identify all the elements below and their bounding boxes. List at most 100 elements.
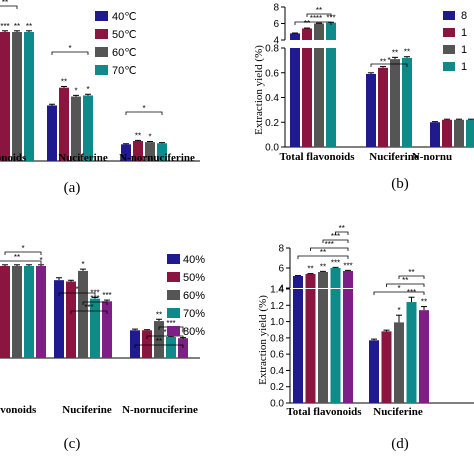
bar: [302, 28, 312, 40]
legend-label: 1: [461, 61, 467, 73]
bar: [305, 274, 316, 288]
significance-label: *: [39, 256, 42, 265]
panel-label: (d): [391, 436, 409, 452]
significance-bracket: [70, 310, 108, 314]
bracket-label: **: [316, 6, 322, 15]
legend-label: 80%: [183, 326, 205, 338]
bar: [290, 33, 300, 40]
category-label: Total flavonoids: [286, 406, 362, 418]
bar: [318, 272, 328, 288]
significance-label: **: [316, 14, 322, 23]
legend-swatch: [95, 47, 108, 57]
legend-label: 1: [461, 44, 467, 56]
significance-label: **: [404, 48, 410, 57]
bracket-label: *: [75, 285, 78, 294]
bar: [47, 105, 57, 161]
bracket-label: *: [142, 104, 145, 113]
significance-label: ***: [326, 13, 335, 22]
bar: [305, 289, 316, 403]
y-tick-label: 1.2: [270, 301, 284, 312]
bracket-label: ***: [325, 240, 334, 249]
bracket-label: **: [156, 337, 162, 346]
y-tick-label: 0.2: [270, 382, 284, 393]
bar: [314, 48, 324, 147]
significance-bracket: [310, 247, 349, 251]
bar: [133, 141, 143, 161]
bar: [330, 268, 341, 288]
significance-label: *: [397, 306, 400, 315]
legend-swatch: [167, 308, 180, 318]
significance-label: ***: [343, 261, 352, 270]
significance-bracket: [146, 335, 184, 339]
bar: [290, 48, 300, 147]
bar: [326, 48, 336, 147]
category-label: Nuciferine: [58, 152, 108, 164]
y-tick-label: 8: [273, 3, 279, 14]
bar: [343, 289, 353, 403]
bar: [0, 266, 10, 358]
bracket-label: **: [14, 253, 20, 262]
y-tick-label: 0.0: [265, 143, 279, 154]
bar: [302, 48, 312, 147]
y-axis-title: Extraction yield (%): [253, 45, 265, 135]
legend-label: 50℃: [112, 29, 137, 41]
y-tick-label: 6: [273, 19, 279, 30]
significance-bracket: [0, 260, 42, 264]
legend-label: 70%: [183, 308, 205, 320]
panel-d: 0.0 0.2 0.4 0.6 0.8 1.0 1.2 1.44 6 8 Extraction yi…: [257, 224, 474, 452]
legend-swatch: [167, 254, 180, 264]
significance-bracket: [373, 291, 425, 295]
legend-label: 40℃: [112, 11, 137, 23]
significance-label: *: [181, 329, 184, 338]
bar: [366, 73, 376, 147]
significance-label: **: [61, 77, 67, 86]
bracket-label: **: [2, 0, 8, 7]
significance-label: ***: [102, 291, 111, 300]
significance-label: **: [320, 262, 326, 271]
bar: [66, 281, 76, 358]
bar: [466, 119, 474, 147]
bar: [36, 266, 46, 358]
category-label: Nuciferine: [369, 151, 419, 163]
y-tick-label: 0.6: [265, 68, 279, 79]
significance-label: *: [86, 85, 89, 94]
bar: [24, 266, 34, 358]
significance-label: ***: [0, 22, 9, 31]
y-tick-label: 0.8: [270, 333, 284, 344]
legend-label: 50%: [183, 272, 205, 284]
bracket-label: **: [408, 268, 414, 277]
legend-swatch: [443, 28, 455, 37]
bracket-label: ***: [166, 319, 175, 328]
panel-c: ****************************lavonoidsNuc…: [0, 244, 205, 452]
bar: [142, 330, 152, 358]
bar: [390, 59, 400, 148]
y-tick-label: 8: [278, 244, 284, 255]
panel-label: (c): [64, 436, 81, 452]
bar: [293, 276, 303, 288]
bracket-label: *: [68, 44, 71, 53]
bar: [381, 331, 392, 403]
legend-label: 8: [461, 10, 467, 22]
significance-bracket: [125, 111, 163, 115]
bar: [78, 270, 88, 358]
significance-bracket: [370, 63, 408, 67]
significance-label: **: [14, 22, 20, 31]
bracket-label: **: [310, 14, 316, 23]
bar: [83, 95, 93, 161]
legend-swatch: [167, 272, 180, 282]
category-label: lavonoids: [0, 152, 27, 164]
category-label: Total flavonoids: [279, 151, 355, 163]
bracket-label: *: [397, 284, 400, 293]
legend-swatch: [443, 62, 455, 71]
bar: [145, 142, 155, 161]
significance-label: **: [307, 265, 313, 274]
y-tick-label: 4: [278, 284, 284, 295]
significance-bracket: [4, 251, 42, 255]
bar: [12, 266, 22, 358]
significance-bracket: [322, 239, 349, 243]
significance-label: **: [26, 22, 32, 31]
bar: [314, 23, 324, 40]
bracket-label: **: [339, 224, 345, 233]
category-label: Nuciferine: [373, 406, 423, 418]
category-label: N-nornuciferine: [122, 404, 198, 416]
